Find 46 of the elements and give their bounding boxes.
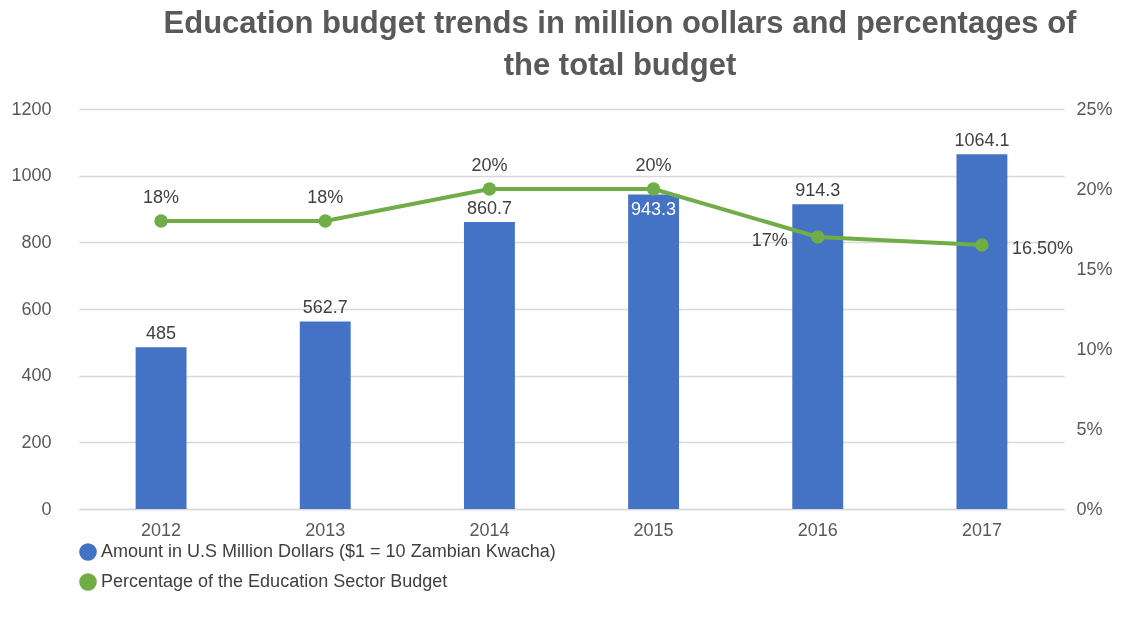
- chart-title: Education budget trends in million oollars and percentages of the total budget: [162, 4, 1078, 84]
- data-label: 18%: [143, 187, 180, 207]
- y-tick-label: 0: [41, 498, 52, 519]
- bar: [299, 321, 351, 509]
- y2-tick-label: 5%: [1076, 418, 1103, 439]
- y-tick-label: 200: [21, 431, 52, 452]
- y2-tick-label: 15%: [1076, 258, 1113, 279]
- y-tick-label: 1000: [11, 165, 52, 186]
- data-label: 20%: [635, 155, 672, 175]
- y-tick-label: 400: [21, 365, 52, 386]
- x-tick-label: 2012: [141, 519, 182, 540]
- y2-tick-label: 25%: [1076, 98, 1113, 119]
- point: [318, 214, 332, 228]
- x-tick-label: 2017: [961, 519, 1002, 540]
- data-label: 17%: [751, 230, 788, 250]
- point: [811, 230, 825, 244]
- data-label: 1064.1: [954, 130, 1010, 151]
- bar: [463, 222, 515, 509]
- data-label: 943.3: [631, 198, 677, 219]
- bar: [135, 347, 187, 509]
- x-tick-label: 2013: [305, 519, 346, 540]
- point: [154, 214, 168, 228]
- data-label: 562.7: [302, 297, 348, 318]
- y-tick-label: 800: [21, 231, 52, 252]
- y2-tick-label: 10%: [1076, 338, 1113, 359]
- x-tick-label: 2014: [469, 519, 510, 540]
- point: [646, 182, 661, 196]
- y2-tick-label: 20%: [1076, 178, 1113, 199]
- bar: [628, 194, 680, 509]
- y2-tick-label: 0%: [1076, 498, 1103, 519]
- data-label: 16.50%: [1011, 238, 1073, 258]
- data-label: 860.7: [466, 198, 512, 219]
- x-tick-label: 2015: [633, 519, 674, 540]
- data-label: 20%: [471, 155, 508, 175]
- y-tick-label: 1200: [11, 98, 52, 119]
- x-tick-label: 2016: [797, 519, 838, 540]
- data-label: 18%: [307, 187, 344, 207]
- legend-label: Amount in U.S Million Dollars ($1 = 10 Zambian Kwacha): [101, 541, 556, 561]
- y-tick-label: 600: [21, 298, 52, 319]
- bar: [956, 154, 1008, 509]
- data-label: 914.3: [795, 180, 841, 201]
- point: [975, 238, 989, 252]
- data-label: 485: [146, 323, 177, 344]
- bar: [792, 204, 844, 509]
- legend-label: Percentage of the Education Sector Budget: [101, 571, 448, 591]
- point: [482, 182, 497, 196]
